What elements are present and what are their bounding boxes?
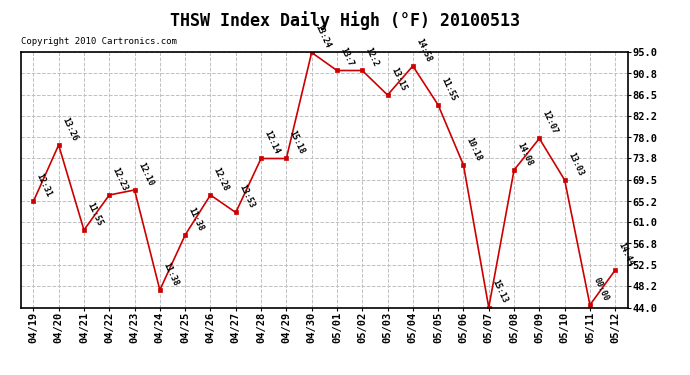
Text: 11:55: 11:55 bbox=[440, 76, 458, 102]
Text: Copyright 2010 Cartronics.com: Copyright 2010 Cartronics.com bbox=[21, 38, 177, 46]
Text: 15:18: 15:18 bbox=[288, 129, 306, 156]
Text: 12:14: 12:14 bbox=[262, 129, 281, 156]
Text: 12:31: 12:31 bbox=[34, 172, 53, 199]
Text: 14:58: 14:58 bbox=[414, 37, 433, 63]
Text: 13:26: 13:26 bbox=[60, 116, 79, 142]
Text: 12:2: 12:2 bbox=[364, 46, 380, 68]
Text: 14:08: 14:08 bbox=[515, 141, 534, 167]
Text: 13:7: 13:7 bbox=[338, 46, 355, 68]
Text: 13:03: 13:03 bbox=[566, 151, 584, 177]
Text: 13:24: 13:24 bbox=[313, 23, 332, 50]
Text: 13:53: 13:53 bbox=[237, 183, 256, 210]
Text: 10:18: 10:18 bbox=[465, 136, 484, 162]
Text: 11:55: 11:55 bbox=[86, 201, 104, 227]
Text: 14:44: 14:44 bbox=[617, 241, 635, 267]
Text: 12:28: 12:28 bbox=[212, 166, 230, 192]
Text: 00:00: 00:00 bbox=[591, 276, 610, 302]
Text: 12:07: 12:07 bbox=[541, 109, 560, 136]
Text: 13:15: 13:15 bbox=[389, 66, 408, 92]
Text: THSW Index Daily High (°F) 20100513: THSW Index Daily High (°F) 20100513 bbox=[170, 11, 520, 30]
Text: 11:38: 11:38 bbox=[186, 206, 205, 232]
Text: 12:10: 12:10 bbox=[136, 161, 155, 187]
Text: 15:13: 15:13 bbox=[490, 278, 509, 305]
Text: 11:38: 11:38 bbox=[161, 261, 180, 287]
Text: 12:23: 12:23 bbox=[110, 166, 129, 192]
